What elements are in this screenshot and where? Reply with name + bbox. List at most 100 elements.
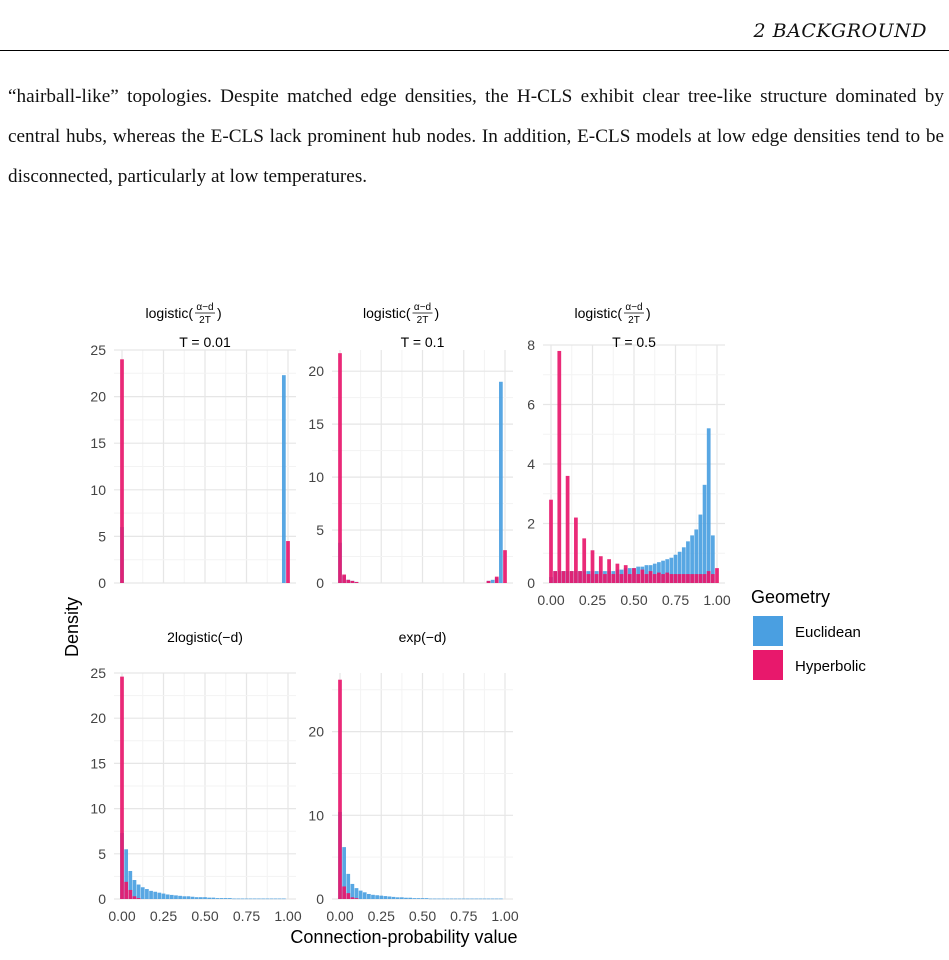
bar-hyperbolic [565,475,570,583]
bar-hyperbolic [690,574,694,583]
y-tick-label: 0 [527,575,535,591]
bar-hyperbolic [677,574,682,583]
bar-euclidean [269,898,274,900]
bar-hyperbolic [354,898,359,899]
bar-euclidean [186,896,191,899]
bar-euclidean [132,880,137,899]
bar-euclidean [379,895,384,899]
bar-euclidean [441,898,445,900]
bar-hyperbolic [574,517,578,583]
bar-hyperbolic [486,580,491,583]
x-tick-label: 0.50 [191,908,218,924]
bar-hyperbolic [652,574,657,583]
y-tick-label: 6 [527,397,535,413]
bar-euclidean [219,898,224,899]
bar-euclidean [457,898,462,900]
y-tick-label: 15 [308,416,324,432]
bar-euclidean [499,898,503,900]
bar-euclidean [461,898,466,900]
bar-euclidean [466,898,470,900]
bar-euclidean [165,894,170,899]
bar-hyperbolic [657,572,661,583]
panel-subtitle: T = 0.1 [401,334,445,350]
bar-euclidean [383,896,388,899]
bar-euclidean [248,898,253,900]
bar-hyperbolic [553,571,558,583]
bar-hyperbolic [611,574,616,583]
bar-euclidean [124,849,129,899]
bar-euclidean [354,888,359,899]
bar-hyperbolic [342,886,346,899]
header-rule [0,50,949,51]
panel-title-numerator: α−d [625,302,642,313]
panel-title: 2logistic(−d) [167,629,243,645]
panel-title: logistic(α−d 2T) [146,302,222,326]
bar-euclidean [665,559,670,583]
bar-euclidean [281,375,286,583]
bar-hyperbolic [698,574,703,583]
bar-hyperbolic [607,559,611,583]
panel-title-denominator: 2T [628,315,640,326]
bar-euclidean [490,898,495,900]
bar-euclidean [207,897,212,899]
bar-euclidean [375,895,379,899]
bar-hyperbolic [354,581,359,583]
bar-hyperbolic [136,898,141,899]
x-tick-label: 1.00 [274,908,301,924]
x-tick-label: 0.25 [579,592,606,608]
panel-title-close: ) [217,305,222,321]
bar-hyperbolic [644,574,649,583]
bar-euclidean [449,898,454,900]
bar-hyperbolic [346,893,351,899]
panel-5: 0 10 20 0.00 0.25 0.50 0.75 1.00 exp(−d) [308,629,518,924]
x-tick-label: 0.00 [326,908,353,924]
bar-euclidean [257,898,261,900]
panel-title-denominator: 2T [417,315,429,326]
y-tick-label: 15 [90,435,106,451]
bar-hyperbolic [132,896,137,899]
bar-hyperbolic [636,574,641,583]
bar-euclidean [215,898,220,899]
y-tick-label: 10 [308,469,324,485]
panel-4: 0 5 10 15 20 25 0.00 0.25 0.50 0.75 1.00 2logistic(… [90,629,301,924]
bar-euclidean [652,563,657,583]
bar-euclidean [690,535,694,583]
bar-hyperbolic [338,353,342,583]
bar-hyperbolic [128,889,133,899]
y-tick-label: 20 [308,363,324,379]
bar-euclidean [174,895,178,899]
bar-hyperbolic [710,574,715,583]
x-axis-label: Connection-probability value [290,927,517,947]
panel-title-close: ) [646,305,651,321]
bar-euclidean [400,897,404,899]
bar-euclidean [362,892,367,899]
bar-hyperbolic [338,679,342,899]
bar-euclidean [470,898,474,900]
x-tick-label: 0.00 [108,908,135,924]
y-tick-label: 25 [90,342,106,358]
bar-euclidean [710,535,715,583]
bar-euclidean [265,898,270,900]
y-axis-label: Density [62,597,82,657]
bar-euclidean [194,897,199,899]
bar-euclidean [482,898,487,900]
bar-euclidean [677,551,682,583]
bar-euclidean [203,897,207,899]
panel-title: exp(−d) [399,629,447,645]
bar-euclidean [161,893,166,899]
bar-euclidean [236,898,241,900]
bar-euclidean [273,898,278,900]
bar-euclidean [182,896,187,899]
x-tick-label: 0.75 [450,908,477,924]
bar-euclidean [223,898,228,899]
bar-hyperbolic [615,563,620,583]
y-tick-label: 5 [98,528,106,544]
bar-euclidean [661,560,665,583]
y-tick-label: 20 [90,389,106,405]
y-tick-label: 10 [90,482,106,498]
bar-euclidean [698,514,703,583]
bar-euclidean [494,898,499,900]
x-tick-label: 0.25 [368,908,395,924]
y-tick-label: 15 [90,755,106,771]
bar-euclidean [178,895,182,899]
